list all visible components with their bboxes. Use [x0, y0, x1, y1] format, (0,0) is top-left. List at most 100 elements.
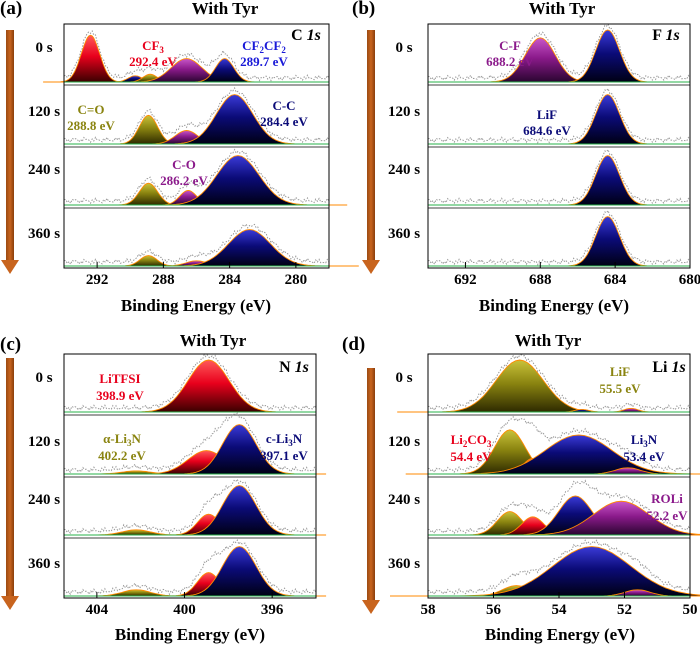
spectrum-0s [427, 22, 691, 86]
spectrum-360s [63, 539, 327, 597]
peak-annotation: C=O [78, 102, 105, 117]
peak-annotation-value: 688.2 eV [486, 54, 534, 69]
panel-c: (c) With Tyr N 1s 404 400 396 Binding Energy (… [0, 331, 327, 644]
peak-annotation: ROLi [651, 491, 683, 506]
envelope-curve [63, 86, 330, 144]
peak-annotation-value: 289.7 eV [240, 54, 288, 69]
spectrum-120s [63, 411, 327, 478]
panel-letter: (b) [352, 0, 375, 19]
spectrum-240s [63, 148, 348, 209]
envelope-curve [63, 29, 330, 82]
time-arrow-b-shaft [367, 30, 375, 262]
spectrum-360s [63, 222, 359, 267]
time-label: 0 s [395, 40, 412, 56]
peak-annotation: CF2CF2 [242, 38, 286, 55]
peak-annotation: LiF [537, 107, 557, 122]
panel-title: With Tyr [529, 0, 596, 18]
x-tick-label: 288 [152, 272, 175, 288]
time-label: 240 s [388, 492, 420, 508]
peak-cc [140, 229, 359, 267]
time-label: 120 s [388, 434, 420, 450]
panel-title: With Tyr [192, 0, 259, 18]
envelope-curve [427, 479, 691, 535]
spectrum-120s [427, 87, 691, 148]
spectrum-120s [63, 86, 330, 148]
panel-title: With Tyr [515, 331, 582, 350]
time-arrow-d-shaft [367, 368, 375, 602]
envelope-curve [427, 148, 691, 205]
x-axis-label: Binding Energy (eV) [485, 625, 635, 644]
peak-cli3n [152, 485, 327, 536]
peak-annotation: C-O [172, 157, 196, 172]
spectrum-0s [63, 353, 317, 416]
envelope-curve [63, 353, 317, 412]
time-arrow-d-head [362, 600, 380, 614]
panel-d: (d) With Tyr Li 1s 58 56 54 52 50 Binding Energy… [342, 331, 700, 644]
x-tick-label: 680 [679, 272, 700, 288]
envelope-curve [63, 411, 317, 474]
time-label: 360 s [388, 556, 420, 572]
envelope-curve [427, 539, 691, 596]
peak-annotation-value: 398.9 eV [96, 388, 144, 403]
element-label: F 1s [652, 27, 679, 44]
peak-cli3n [152, 546, 327, 597]
panel-frame [63, 23, 330, 269]
peak-annotation: C-C [272, 98, 295, 113]
x-tick-label: 58 [421, 602, 436, 618]
panel-title: With Tyr [180, 331, 247, 350]
peak-annotation-value: 55.5 eV [599, 381, 641, 396]
peak-annotation-value: 286.2 eV [160, 173, 208, 188]
x-axis-label: Binding Energy (eV) [479, 296, 629, 315]
spectrum-240s [63, 478, 327, 539]
panel-a: (a) With Tyr C 1s 292 288 284 280 Binding Energ… [0, 0, 359, 315]
x-tick-label: 684 [604, 272, 627, 288]
x-tick-label: 280 [285, 272, 308, 288]
spectrum-360s [427, 209, 691, 267]
x-tick-label: 54 [552, 602, 568, 618]
time-arrow-b-head [362, 260, 380, 274]
time-label: 120 s [28, 434, 60, 450]
element-label: N 1s [279, 359, 309, 376]
peak-lif [545, 155, 670, 206]
time-label: 360 s [28, 556, 60, 572]
spectrum-240s [427, 148, 691, 209]
time-label: 360 s [28, 226, 60, 242]
envelope-curve [427, 209, 691, 266]
envelope-curve [427, 22, 691, 82]
x-axis-label: Binding Energy (eV) [115, 625, 265, 644]
envelope-curve [63, 539, 317, 596]
envelope-curve [427, 415, 691, 474]
peak-annotation-value: 288.8 eV [67, 118, 115, 133]
panel-letter: (d) [342, 334, 365, 355]
time-arrow-a-shaft [6, 30, 14, 262]
time-label: 0 s [35, 370, 52, 386]
envelope-curve [427, 354, 691, 412]
peak-annotation: LiTFSI [99, 371, 140, 386]
spectrum-0s [43, 29, 330, 86]
peak-lif [545, 216, 670, 267]
peak-annotation: c-Li3N [266, 431, 303, 448]
panel-letter: (c) [0, 334, 21, 355]
time-arrow-c-shaft [6, 358, 14, 598]
panel-frame [63, 353, 317, 599]
peak-annotation-value: 284.4 eV [260, 114, 308, 129]
time-arrow-a-head [1, 260, 19, 274]
peak-annotation-value: 684.6 eV [523, 123, 571, 138]
panel-letter: (a) [0, 0, 22, 19]
element-label: Li 1s [652, 359, 685, 376]
envelope-curve [63, 222, 330, 266]
time-label: 360 s [388, 226, 420, 242]
time-label: 120 s [28, 104, 60, 120]
envelope-curve [427, 87, 691, 144]
peak-annotation-value: 292.4 eV [129, 54, 177, 69]
peak-annotation-value: 54.4 eV [450, 449, 492, 464]
x-tick-label: 292 [86, 272, 109, 288]
envelope-curve [63, 478, 317, 535]
envelope-curve [63, 148, 330, 205]
peak-li3n [390, 546, 700, 597]
spectrum-120s [405, 415, 700, 478]
time-arrow-c-head [1, 596, 19, 610]
time-label: 240 s [28, 492, 60, 508]
